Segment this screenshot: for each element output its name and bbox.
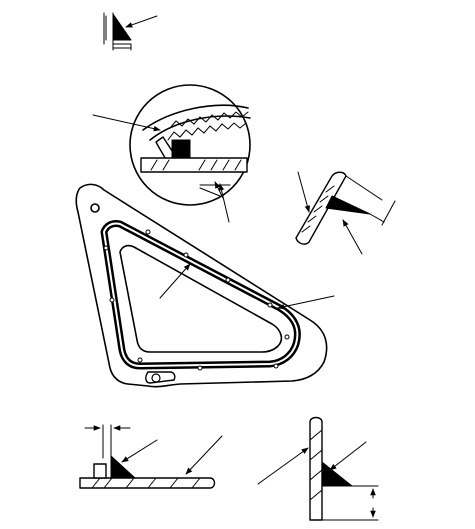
- sealant-bead: [171, 139, 191, 161]
- spacer-block: [93, 463, 107, 479]
- leader-arrow-2: [92, 114, 161, 132]
- leader-arrow-4: [218, 183, 230, 223]
- leader-arrow-10: [185, 435, 223, 475]
- angled-bead-profile-view: [295, 171, 396, 255]
- pivot-hole: [90, 203, 100, 213]
- leader-arrow-11: [257, 447, 309, 485]
- bead-triangle-angled: [325, 195, 371, 215]
- bead-triangle-horizontal: [110, 455, 136, 479]
- leader-arrow-12: [329, 441, 367, 471]
- leader-arrow-7: [159, 263, 191, 299]
- leader-arrow-5: [297, 171, 311, 213]
- bead-size-symbol-view: [103, 12, 158, 51]
- leader-arrow-8: [277, 295, 335, 310]
- glass-outline: [75, 183, 328, 388]
- quarter-window-assembly: [75, 183, 335, 388]
- mounting-holes: [103, 229, 290, 371]
- inner-opening: [119, 244, 283, 353]
- leader-arrow-1: [125, 15, 158, 28]
- magnified-detail-view: [92, 84, 251, 223]
- seal-bead-ring: [100, 220, 301, 370]
- horizontal-section-view: [79, 424, 223, 489]
- leader-arrow-9: [121, 439, 158, 463]
- leader-arrow-6: [342, 219, 363, 255]
- bead-triangle-vertical: [321, 461, 353, 487]
- detail-circle: [129, 84, 251, 206]
- vertical-section-view: [257, 416, 379, 521]
- bead-triangle: [112, 13, 132, 41]
